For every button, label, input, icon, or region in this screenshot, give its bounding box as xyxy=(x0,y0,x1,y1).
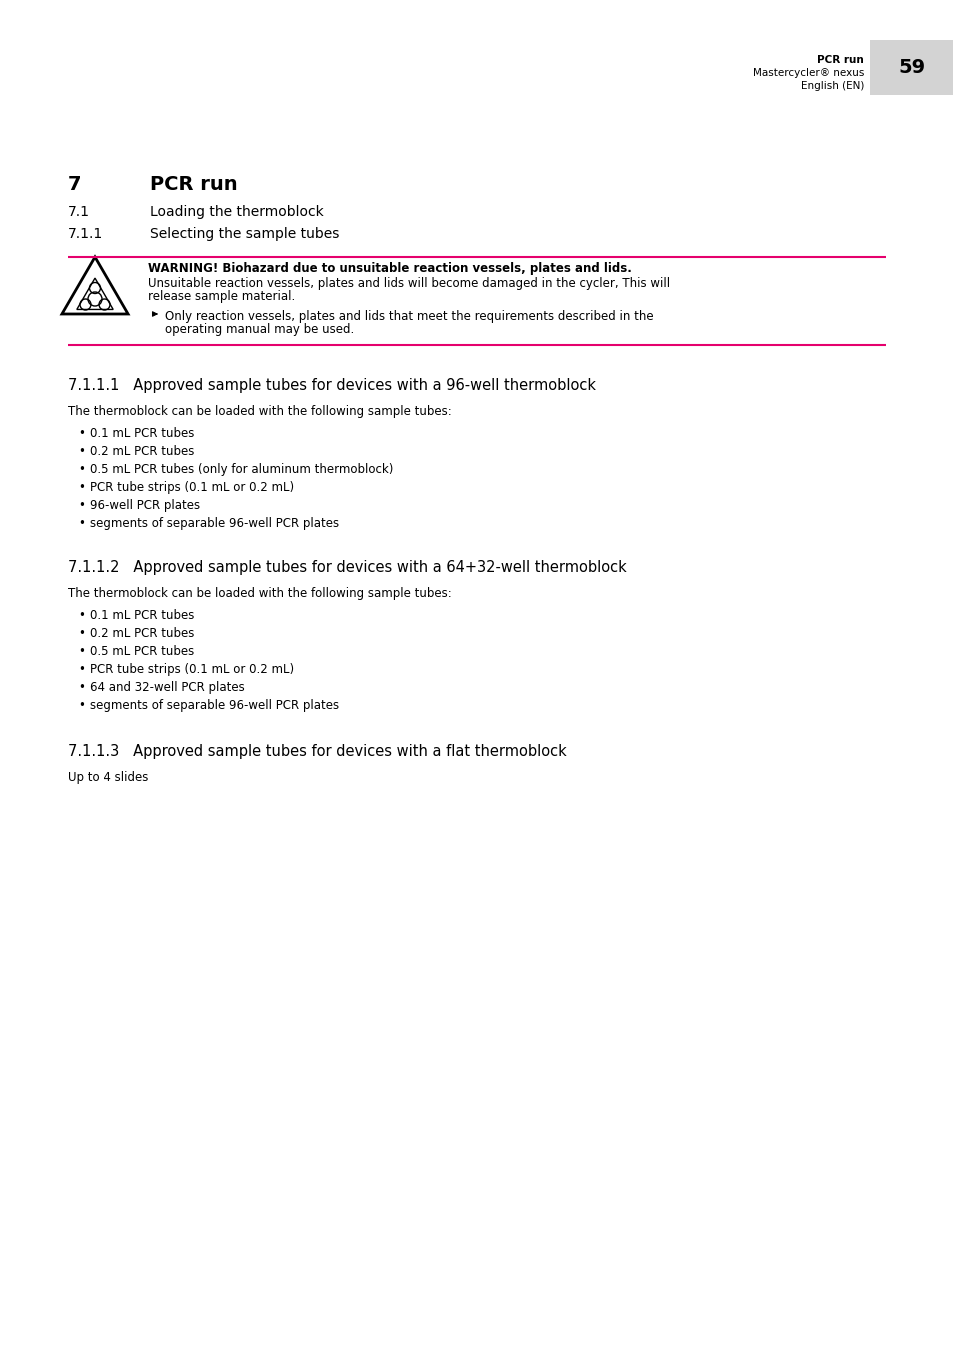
Text: Mastercycler® nexus: Mastercycler® nexus xyxy=(752,68,863,78)
Text: PCR tube strips (0.1 mL or 0.2 mL): PCR tube strips (0.1 mL or 0.2 mL) xyxy=(90,481,294,494)
Text: segments of separable 96-well PCR plates: segments of separable 96-well PCR plates xyxy=(90,517,338,531)
Text: 0.5 mL PCR tubes: 0.5 mL PCR tubes xyxy=(90,645,194,657)
Text: The thermoblock can be loaded with the following sample tubes:: The thermoblock can be loaded with the f… xyxy=(68,405,452,418)
Text: •: • xyxy=(78,446,85,458)
Text: Only reaction vessels, plates and lids that meet the requirements described in t: Only reaction vessels, plates and lids t… xyxy=(165,310,653,323)
Text: Unsuitable reaction vessels, plates and lids will become damaged in the cycler, : Unsuitable reaction vessels, plates and … xyxy=(148,277,669,290)
Text: •: • xyxy=(78,626,85,640)
Text: operating manual may be used.: operating manual may be used. xyxy=(165,323,354,336)
Text: •: • xyxy=(78,609,85,622)
Text: •: • xyxy=(78,699,85,711)
Text: PCR run: PCR run xyxy=(150,176,237,194)
Text: •: • xyxy=(78,500,85,512)
Text: 7.1: 7.1 xyxy=(68,205,90,219)
Text: 7: 7 xyxy=(68,176,81,194)
Text: The thermoblock can be loaded with the following sample tubes:: The thermoblock can be loaded with the f… xyxy=(68,587,452,599)
Text: Up to 4 slides: Up to 4 slides xyxy=(68,771,149,784)
Text: •: • xyxy=(78,463,85,477)
Text: English (EN): English (EN) xyxy=(800,81,863,90)
Text: WARNING! Biohazard due to unsuitable reaction vessels, plates and lids.: WARNING! Biohazard due to unsuitable rea… xyxy=(148,262,631,275)
Text: 0.1 mL PCR tubes: 0.1 mL PCR tubes xyxy=(90,427,194,440)
Text: release sample material.: release sample material. xyxy=(148,290,294,302)
Text: 64 and 32-well PCR plates: 64 and 32-well PCR plates xyxy=(90,680,245,694)
Text: 7.1.1: 7.1.1 xyxy=(68,227,103,242)
Text: 0.2 mL PCR tubes: 0.2 mL PCR tubes xyxy=(90,626,194,640)
FancyBboxPatch shape xyxy=(869,40,953,94)
Text: PCR run: PCR run xyxy=(817,55,863,65)
Text: •: • xyxy=(78,645,85,657)
Text: Selecting the sample tubes: Selecting the sample tubes xyxy=(150,227,339,242)
Text: •: • xyxy=(78,517,85,531)
Text: •: • xyxy=(78,481,85,494)
Text: •: • xyxy=(78,680,85,694)
Text: 59: 59 xyxy=(898,58,924,77)
Text: 96-well PCR plates: 96-well PCR plates xyxy=(90,500,200,512)
Text: 7.1.1.3   Approved sample tubes for devices with a flat thermoblock: 7.1.1.3 Approved sample tubes for device… xyxy=(68,744,566,759)
Text: 0.5 mL PCR tubes (only for aluminum thermoblock): 0.5 mL PCR tubes (only for aluminum ther… xyxy=(90,463,393,477)
Text: Loading the thermoblock: Loading the thermoblock xyxy=(150,205,323,219)
Text: 7.1.1.2   Approved sample tubes for devices with a 64+32-well thermoblock: 7.1.1.2 Approved sample tubes for device… xyxy=(68,560,626,575)
Text: segments of separable 96-well PCR plates: segments of separable 96-well PCR plates xyxy=(90,699,338,711)
Text: •: • xyxy=(78,427,85,440)
Text: •: • xyxy=(78,663,85,676)
Text: PCR tube strips (0.1 mL or 0.2 mL): PCR tube strips (0.1 mL or 0.2 mL) xyxy=(90,663,294,676)
Text: 0.1 mL PCR tubes: 0.1 mL PCR tubes xyxy=(90,609,194,622)
Text: 0.2 mL PCR tubes: 0.2 mL PCR tubes xyxy=(90,446,194,458)
Text: 7.1.1.1   Approved sample tubes for devices with a 96-well thermoblock: 7.1.1.1 Approved sample tubes for device… xyxy=(68,378,596,393)
